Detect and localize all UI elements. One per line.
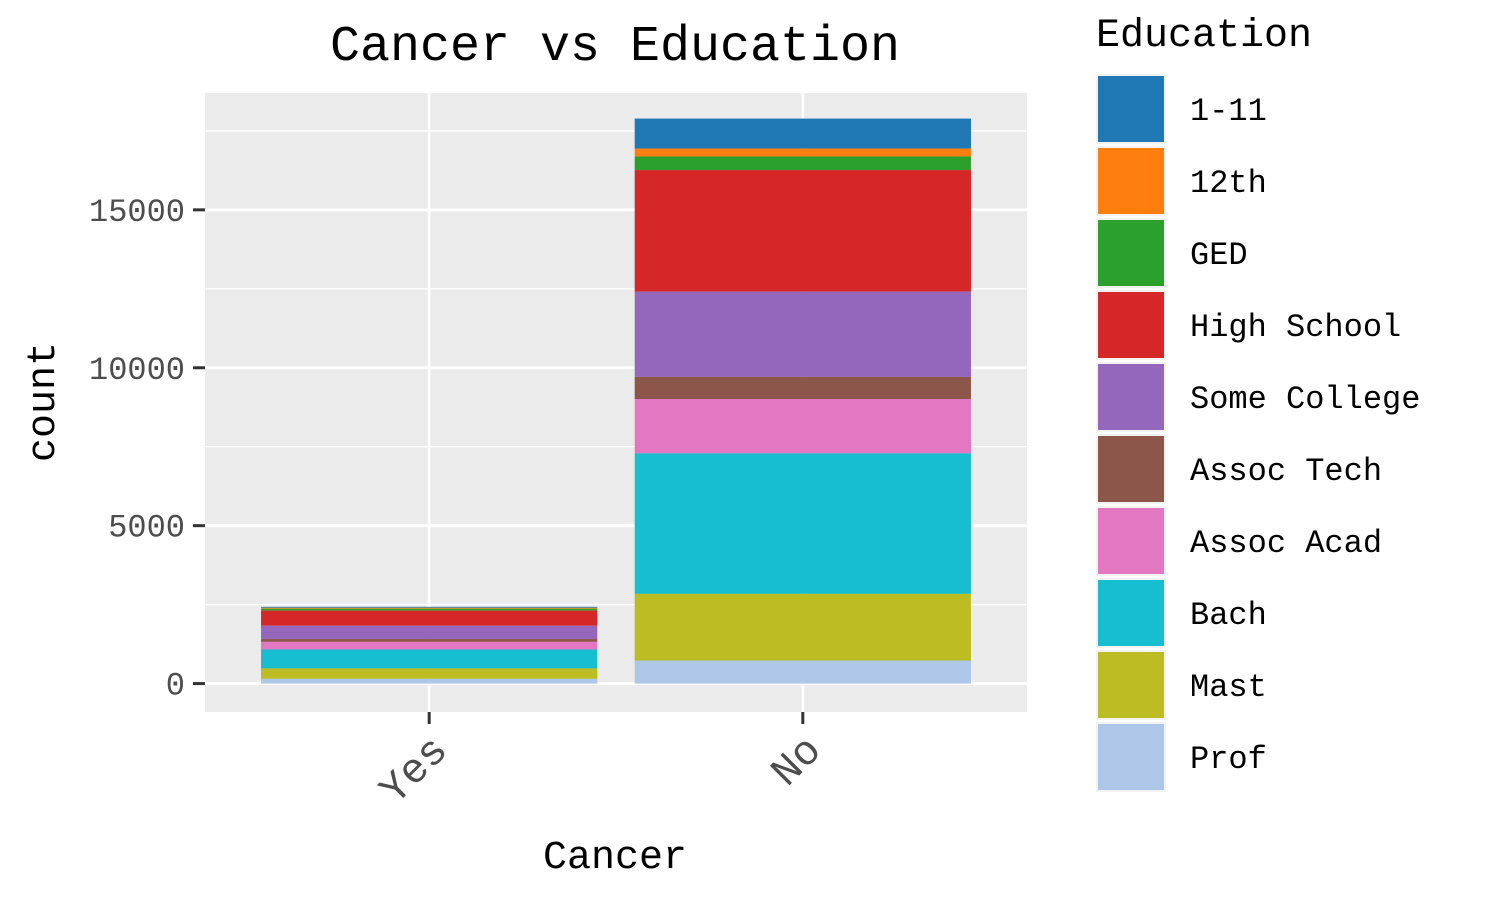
y-axis-title: count <box>22 342 67 462</box>
bar-segment-yes-ged <box>261 608 598 611</box>
bar-segment-yes-some-college <box>261 625 598 640</box>
legend-label-prof: Prof <box>1190 741 1267 778</box>
legend-label-bach: Bach <box>1190 597 1267 634</box>
legend-title: Education <box>1096 14 1312 59</box>
legend-swatch-1-11 <box>1098 76 1164 142</box>
y-tick-label: 15000 <box>89 194 185 231</box>
y-tick-label: 10000 <box>89 352 185 389</box>
x-tick-label: No <box>762 727 832 797</box>
bar-segment-yes-bach <box>261 649 598 669</box>
legend-swatch-12th <box>1098 148 1164 214</box>
legend-swatch-bach <box>1098 580 1164 646</box>
bar-segment-no-12th <box>634 148 971 157</box>
y-axis: 0 5000 10000 15000 <box>89 194 205 705</box>
bar-segment-no-bach <box>634 453 971 594</box>
legend-swatch-some-college <box>1098 364 1164 430</box>
bar-segment-yes-assoc-tech <box>261 639 598 642</box>
legend-label-ged: GED <box>1190 237 1248 274</box>
bar-segment-no-high-school <box>634 170 971 292</box>
y-tick-label: 0 <box>166 668 185 705</box>
legend-label-12th: 12th <box>1190 165 1267 202</box>
bar-segment-no-some-college <box>634 291 971 377</box>
bar-segment-yes-assoc-acad <box>261 641 598 650</box>
bar-segment-no-assoc-acad <box>634 399 971 454</box>
legend-swatch-ged <box>1098 220 1164 286</box>
bar-segment-yes-1-11 <box>261 606 598 608</box>
legend-label-assoc-tech: Assoc Tech <box>1190 453 1382 490</box>
legend-swatch-prof <box>1098 724 1164 790</box>
legend-label-1-11: 1-11 <box>1190 93 1267 130</box>
legend-swatch-high-school <box>1098 292 1164 358</box>
legend-swatch-mast <box>1098 652 1164 718</box>
legend-swatch-assoc-tech <box>1098 436 1164 502</box>
bar-segment-yes-prof <box>261 678 598 684</box>
y-tick-label: 5000 <box>108 510 185 547</box>
legend-swatch-assoc-acad <box>1098 508 1164 574</box>
x-tick-label: Yes <box>371 727 458 814</box>
legend-label-some-college: Some College <box>1190 381 1420 418</box>
bars <box>261 118 971 684</box>
bar-segment-no-1-11 <box>634 118 971 149</box>
x-axis-title: Cancer <box>543 836 687 881</box>
bar-segment-no-mast <box>634 593 971 661</box>
chart-title: Cancer vs Education <box>330 19 900 76</box>
bar-segment-no-assoc-tech <box>634 376 971 400</box>
bar-segment-yes-12th <box>261 607 598 609</box>
legend-label-high-school: High School <box>1190 309 1401 346</box>
legend: 1-11 12th GED High School Some College Assoc … <box>1096 74 1420 792</box>
legend-label-assoc-acad: Assoc Acad <box>1190 525 1382 562</box>
legend-label-mast: Mast <box>1190 669 1267 706</box>
bar-segment-yes-mast <box>261 668 598 679</box>
bar-segment-yes-high-school <box>261 610 598 626</box>
bar-segment-no-ged <box>634 156 971 171</box>
x-axis: Yes No <box>371 712 832 815</box>
bar-segment-no-prof <box>634 660 971 684</box>
